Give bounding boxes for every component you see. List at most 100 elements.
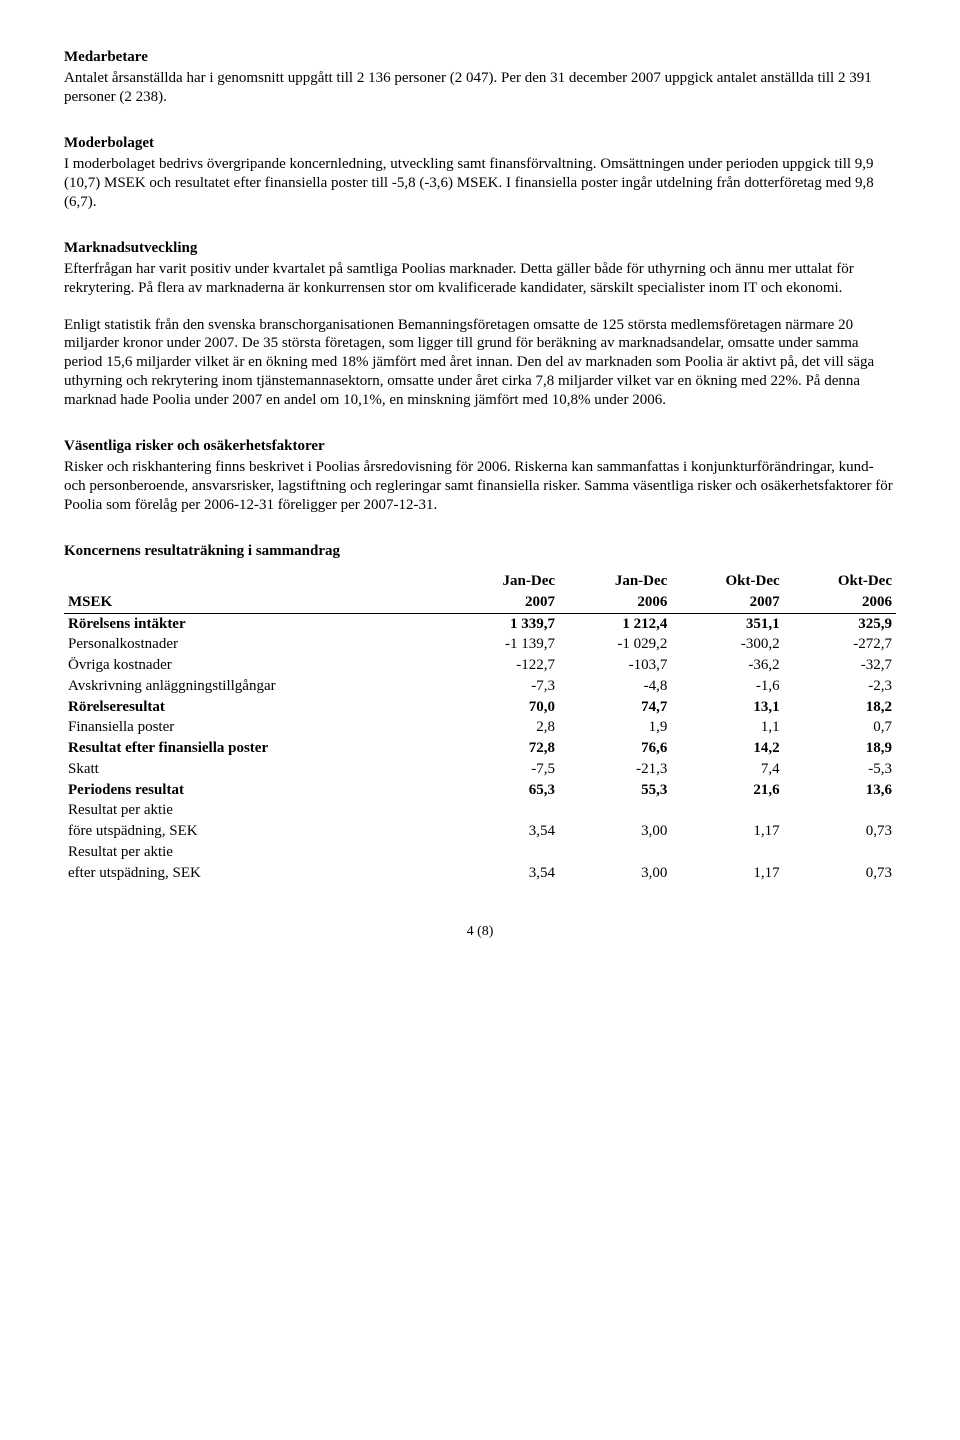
row-value: 325,9: [784, 613, 896, 634]
eps-empty: [784, 842, 896, 863]
eps-empty: [447, 842, 559, 863]
table-header-msek: MSEK: [64, 592, 447, 613]
eps-sublabel: efter utspädning, SEK: [64, 863, 447, 884]
eps-sublabel: före utspädning, SEK: [64, 821, 447, 842]
row-label: Rörelsens intäkter: [64, 613, 447, 634]
table-row: Periodens resultat65,355,321,613,6: [64, 780, 896, 801]
row-value: -4,8: [559, 676, 671, 697]
row-label: Personalkostnader: [64, 634, 447, 655]
eps-value: 1,17: [671, 821, 783, 842]
row-value: 1 212,4: [559, 613, 671, 634]
row-label: Resultat efter finansiella poster: [64, 738, 447, 759]
table-row: Avskrivning anläggningstillgångar-7,3-4,…: [64, 676, 896, 697]
row-label: Övriga kostnader: [64, 655, 447, 676]
row-value: 351,1: [671, 613, 783, 634]
section-marknad: Marknadsutveckling Efterfrågan har varit…: [64, 239, 896, 409]
table-row: Personalkostnader-1 139,7-1 029,2-300,2-…: [64, 634, 896, 655]
row-value: 1,9: [559, 717, 671, 738]
table-header-year: 2007: [671, 592, 783, 613]
table-header-year: 2006: [784, 592, 896, 613]
eps-empty: [447, 800, 559, 821]
eps-value: 3,00: [559, 863, 671, 884]
row-label: Periodens resultat: [64, 780, 447, 801]
table-row: Skatt-7,5-21,37,4-5,3: [64, 759, 896, 780]
body-medarbetare: Antalet årsanställda har i genomsnitt up…: [64, 69, 896, 107]
row-value: -5,3: [784, 759, 896, 780]
row-value: 18,9: [784, 738, 896, 759]
eps-value: 0,73: [784, 821, 896, 842]
eps-empty: [559, 842, 671, 863]
table-header-blank: [64, 571, 447, 592]
row-value: -300,2: [671, 634, 783, 655]
table-row: Finansiella poster2,81,91,10,7: [64, 717, 896, 738]
section-medarbetare: Medarbetare Antalet årsanställda har i g…: [64, 48, 896, 106]
heading-risker: Väsentliga risker och osäkerhetsfaktorer: [64, 437, 896, 456]
eps-empty: [559, 800, 671, 821]
eps-label-row: Resultat per aktie: [64, 842, 896, 863]
row-value: 55,3: [559, 780, 671, 801]
section-income-statement: Koncernens resultaträkning i sammandrag …: [64, 542, 896, 883]
row-value: -103,7: [559, 655, 671, 676]
row-value: 76,6: [559, 738, 671, 759]
row-value: -7,3: [447, 676, 559, 697]
section-moderbolaget: Moderbolaget I moderbolaget bedrivs över…: [64, 134, 896, 211]
eps-value: 1,17: [671, 863, 783, 884]
marknad-p1: Efterfrågan har varit positiv under kvar…: [64, 260, 896, 298]
eps-value: 3,54: [447, 821, 559, 842]
table-row: Rörelsens intäkter1 339,71 212,4351,1325…: [64, 613, 896, 634]
row-value: -32,7: [784, 655, 896, 676]
eps-label: Resultat per aktie: [64, 800, 447, 821]
income-statement-table: Jan-DecJan-DecOkt-DecOkt-DecMSEK20072006…: [64, 571, 896, 883]
row-value: 74,7: [559, 697, 671, 718]
row-value: 7,4: [671, 759, 783, 780]
eps-value: 0,73: [784, 863, 896, 884]
row-value: 21,6: [671, 780, 783, 801]
page-footer: 4 (8): [64, 923, 896, 941]
table-header-period: Jan-Dec: [559, 571, 671, 592]
row-label: Skatt: [64, 759, 447, 780]
row-value: 13,1: [671, 697, 783, 718]
eps-empty: [671, 842, 783, 863]
eps-label: Resultat per aktie: [64, 842, 447, 863]
table-row: Resultat efter finansiella poster72,876,…: [64, 738, 896, 759]
table-row: Övriga kostnader-122,7-103,7-36,2-32,7: [64, 655, 896, 676]
heading-moderbolaget: Moderbolaget: [64, 134, 896, 153]
row-value: 70,0: [447, 697, 559, 718]
row-value: 14,2: [671, 738, 783, 759]
body-moderbolaget: I moderbolaget bedrivs övergripande konc…: [64, 155, 896, 211]
table-header-year: 2007: [447, 592, 559, 613]
body-risker: Risker och riskhantering finns beskrivet…: [64, 458, 896, 514]
row-label: Finansiella poster: [64, 717, 447, 738]
heading-medarbetare: Medarbetare: [64, 48, 896, 67]
row-value: 13,6: [784, 780, 896, 801]
table-header-period: Jan-Dec: [447, 571, 559, 592]
row-value: -36,2: [671, 655, 783, 676]
row-value: -7,5: [447, 759, 559, 780]
eps-value: 3,00: [559, 821, 671, 842]
row-label: Avskrivning anläggningstillgångar: [64, 676, 447, 697]
table-header-period: Okt-Dec: [784, 571, 896, 592]
eps-value: 3,54: [447, 863, 559, 884]
row-value: 18,2: [784, 697, 896, 718]
marknad-p2: Enligt statistik från den svenska bransc…: [64, 316, 896, 410]
row-value: -272,7: [784, 634, 896, 655]
row-value: -2,3: [784, 676, 896, 697]
row-value: 72,8: [447, 738, 559, 759]
table-header-year: 2006: [559, 592, 671, 613]
row-value: -1 139,7: [447, 634, 559, 655]
row-value: -1,6: [671, 676, 783, 697]
eps-value-row: efter utspädning, SEK3,543,001,170,73: [64, 863, 896, 884]
section-risker: Väsentliga risker och osäkerhetsfaktorer…: [64, 437, 896, 514]
row-value: 0,7: [784, 717, 896, 738]
table-header-period: Okt-Dec: [671, 571, 783, 592]
table-row: Rörelseresultat70,074,713,118,2: [64, 697, 896, 718]
heading-marknad: Marknadsutveckling: [64, 239, 896, 258]
table-title: Koncernens resultaträkning i sammandrag: [64, 542, 896, 561]
row-value: 65,3: [447, 780, 559, 801]
eps-empty: [671, 800, 783, 821]
row-label: Rörelseresultat: [64, 697, 447, 718]
eps-value-row: före utspädning, SEK3,543,001,170,73: [64, 821, 896, 842]
row-value: 1 339,7: [447, 613, 559, 634]
eps-label-row: Resultat per aktie: [64, 800, 896, 821]
row-value: -21,3: [559, 759, 671, 780]
